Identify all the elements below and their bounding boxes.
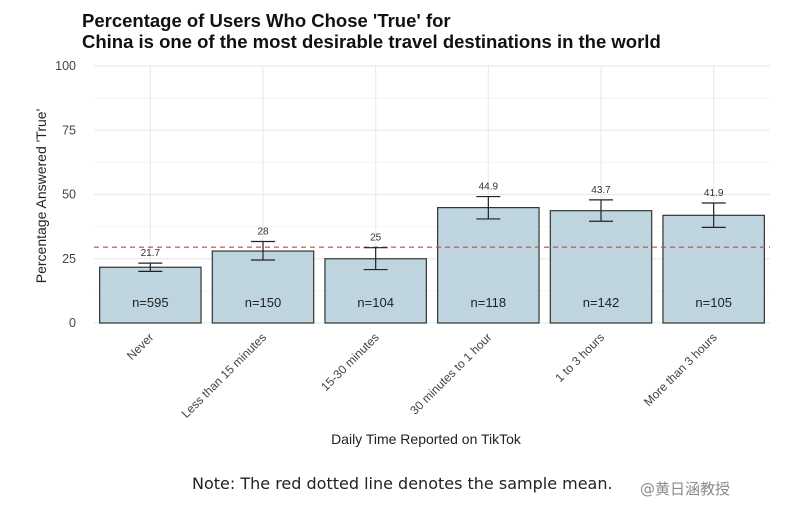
x-tick-label: Never xyxy=(124,330,157,363)
x-axis-label: Daily Time Reported on TikTok xyxy=(331,431,522,447)
x-tick-label: 1 to 3 hours xyxy=(552,330,607,385)
bar xyxy=(437,207,540,324)
data-label: 44.9 xyxy=(479,182,499,193)
footnote: Note: The red dotted line denotes the sa… xyxy=(192,474,613,493)
chart-title: Percentage of Users Who Chose 'True' for… xyxy=(82,10,661,52)
x-tick-label: 30 minutes to 1 hour xyxy=(407,330,494,417)
sample-size-label: n=118 xyxy=(471,295,507,310)
y-axis-label: Percentage Answered 'True' xyxy=(33,109,49,283)
watermark: @黄日涵教授 xyxy=(640,480,731,498)
bar xyxy=(662,214,765,324)
bar xyxy=(549,210,653,324)
y-tick-label: 0 xyxy=(69,316,76,330)
data-label: 43.7 xyxy=(591,185,611,196)
chart-title-line-2: China is one of the most desirable trave… xyxy=(82,31,661,52)
y-tick-label: 50 xyxy=(62,188,76,202)
sample-size-label: n=105 xyxy=(695,295,732,310)
overlay-layer xyxy=(94,195,770,272)
grid-layer xyxy=(94,65,770,324)
data-label: 41.9 xyxy=(704,188,724,199)
sample-size-label: n=104 xyxy=(357,295,394,310)
sample-size-label: n=142 xyxy=(583,295,620,310)
data-label: 28 xyxy=(257,227,269,238)
y-tick-label: 100 xyxy=(55,59,76,73)
bar xyxy=(99,266,202,324)
chart-title-line-1: Percentage of Users Who Chose 'True' for xyxy=(82,10,451,31)
y-tick-label: 75 xyxy=(62,123,76,137)
data-label: 25 xyxy=(370,233,382,244)
x-tick-label: Less than 15 minutes xyxy=(179,330,270,421)
data-label: 21.7 xyxy=(141,248,161,259)
x-tick-label: More than 3 hours xyxy=(641,330,720,409)
x-tick-label: 15-30 minutes xyxy=(318,330,382,394)
y-tick-label: 25 xyxy=(62,252,76,266)
bars-layer xyxy=(99,207,765,324)
bar-chart: 0 25 50 75 100 21.7 n=595 Never 28 n=150 Less than… xyxy=(33,59,770,447)
sample-size-label: n=595 xyxy=(132,295,169,310)
bar xyxy=(211,250,315,324)
sample-size-label: n=150 xyxy=(245,295,282,310)
